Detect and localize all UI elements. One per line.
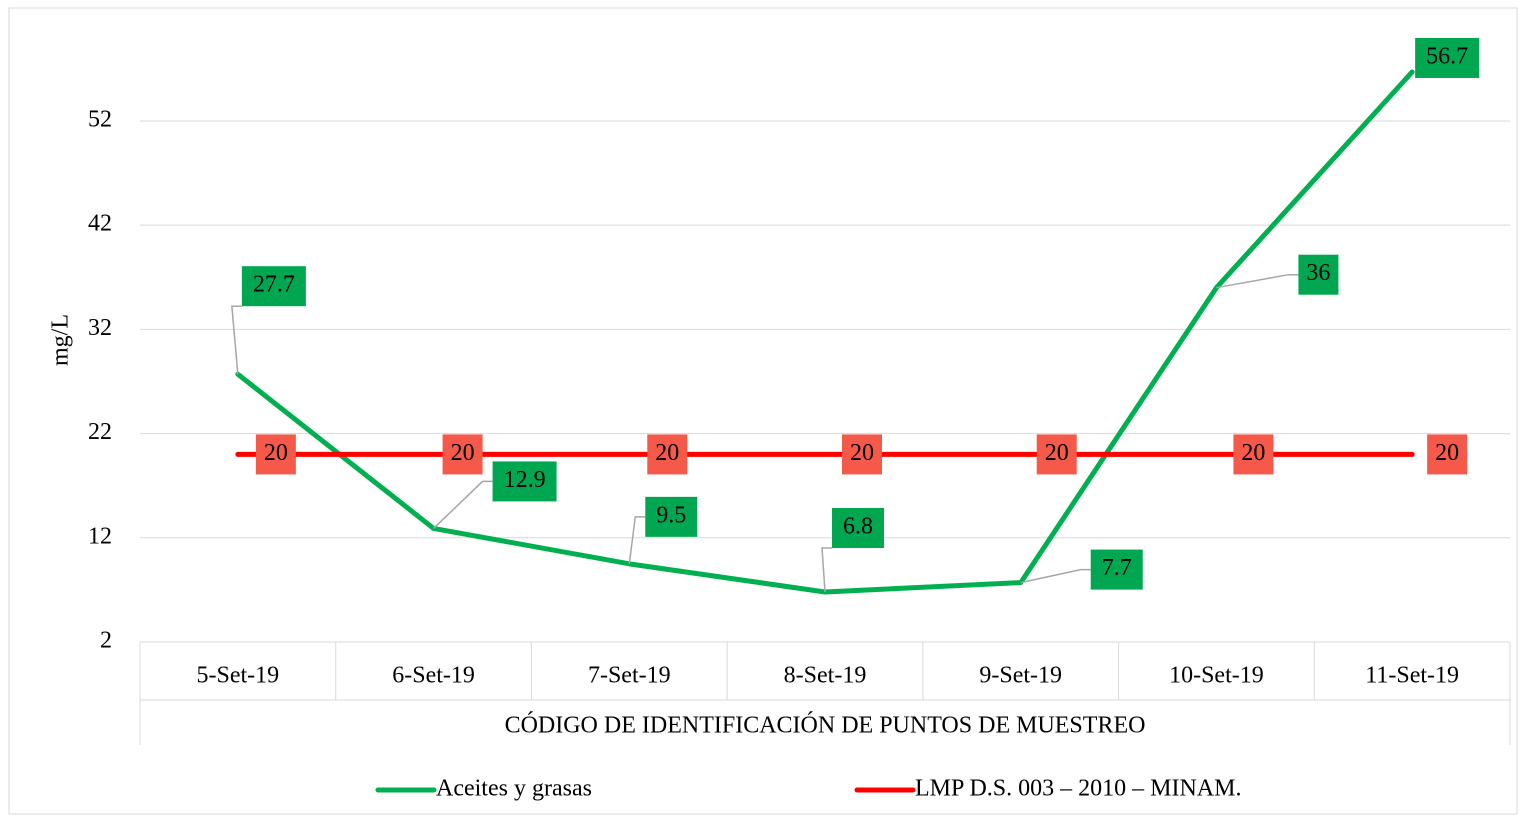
data-label-box [647,434,688,475]
data-label: 20 [1435,440,1459,466]
leader-line [231,305,242,375]
legend-label: Aceites y grasas [436,776,592,802]
data-label: 20 [264,440,288,466]
leader-line [1020,568,1091,584]
data-label: 20 [1045,440,1069,466]
leader-line [1216,273,1299,289]
y-axis-label: mg/L [48,314,74,366]
x-tick-label: 5-Set-19 [197,663,280,689]
data-label: 36 [1306,260,1330,286]
data-label: 20 [451,440,475,466]
data-label-box [645,496,698,537]
y-tick-label: 52 [88,106,112,132]
data-label-box [1036,434,1077,475]
y-tick-label: 2 [100,628,112,654]
data-label-box [442,434,483,475]
data-label: 12.9 [504,467,546,493]
data-label-box [1427,434,1468,475]
data-label-box [1090,549,1143,590]
data-label-box [1415,37,1480,78]
data-label-box [842,434,882,475]
x-tick-label: 6-Set-19 [392,663,475,689]
x-tick-label: 11-Set-19 [1365,663,1459,689]
data-label-box [241,266,306,307]
data-label: 20 [850,440,874,466]
x-tick-label: 10-Set-19 [1169,663,1264,689]
data-label-box [1233,434,1274,475]
data-label: 6.8 [843,513,873,539]
x-tick-label: 9-Set-19 [979,663,1062,689]
y-tick-label: 12 [88,523,112,549]
y-tick-label: 22 [88,419,112,445]
y-tick-label: 32 [88,315,112,341]
chart-border [8,7,1518,815]
leader-line [821,547,832,593]
legend-label: LMP D.S. 003 – 2010 – MINAM. [915,776,1241,802]
leader-line [433,480,493,529]
data-label-box [832,507,884,548]
data-label: 20 [1241,440,1265,466]
x-tick-label: 7-Set-19 [588,663,671,689]
data-label-box [1298,254,1339,295]
data-label: 56.7 [1426,43,1468,69]
data-label: 27.7 [253,272,295,298]
data-label: 20 [655,440,679,466]
data-label-box [255,434,296,475]
x-tick-label: 8-Set-19 [784,663,867,689]
data-label: 9.5 [656,502,686,528]
x-axis-label: CÓDIGO DE IDENTIFICACIÓN DE PUNTOS DE MU… [505,712,1146,739]
leader-line [628,516,646,564]
data-label: 7.7 [1102,555,1132,581]
data-label-box [492,461,557,502]
y-tick-label: 42 [88,211,112,237]
